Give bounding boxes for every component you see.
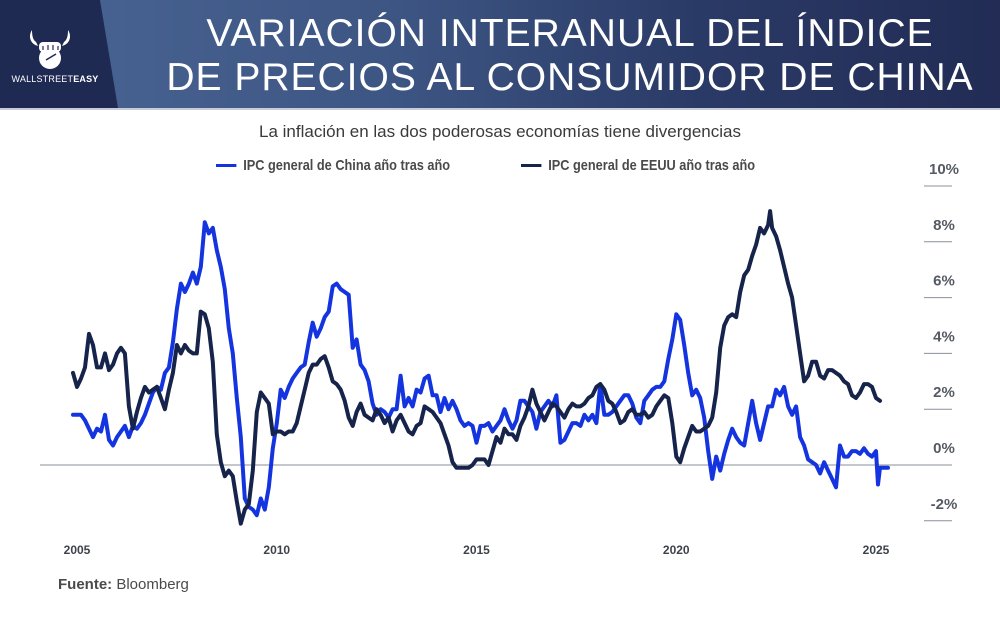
legend-item-china: IPC general de China año tras año xyxy=(216,157,450,174)
page-title: VARIACIÓN INTERANUAL DEL ÍNDICE DE PRECI… xyxy=(150,12,990,100)
x-tick-label: 2025 xyxy=(863,543,890,557)
source-label: Fuente: xyxy=(58,576,113,593)
y-tick-label: 2% xyxy=(933,384,955,401)
x-tick-label: 2015 xyxy=(463,543,490,557)
series-line-china xyxy=(71,220,890,518)
y-tick-label: 8% xyxy=(933,217,955,234)
logo-text-light: WALLSTREET xyxy=(11,74,74,84)
title-line-2: DE PRECIOS AL CONSUMIDOR DE CHINA xyxy=(166,56,974,99)
y-tick-label: 0% xyxy=(933,440,955,457)
legend-label-china: IPC general de China año tras año xyxy=(243,156,451,174)
logo-panel: WALLSTREETEASY xyxy=(0,0,118,108)
y-tick-label: 4% xyxy=(933,328,955,345)
x-tick-label: 2010 xyxy=(263,543,290,557)
legend-swatch-usa xyxy=(521,163,542,167)
logo-text-bold: EASY xyxy=(73,74,99,84)
source-note: Fuente: Bloomberg xyxy=(58,576,189,593)
series-line-usa xyxy=(71,209,882,526)
y-tick-label: 6% xyxy=(933,273,955,290)
chart-legend: IPC general de China año tras año IPC ge… xyxy=(216,155,797,175)
logo-text: WALLSTREETEASY xyxy=(10,74,100,84)
x-tick-label: 2005 xyxy=(64,543,91,557)
title-line-1: VARIACIÓN INTERANUAL DEL ÍNDICE xyxy=(206,12,934,55)
y-tick-label: -2% xyxy=(931,496,958,513)
bull-fist-icon xyxy=(30,30,70,69)
x-tick-label: 2020 xyxy=(663,543,690,557)
header-divider xyxy=(0,108,1000,110)
y-tick-label: 10% xyxy=(929,161,959,178)
chart-subtitle: La inflación en las dos poderosas econom… xyxy=(259,122,741,141)
header-banner xyxy=(0,0,1000,108)
legend-item-usa: IPC general de EEUU año tras año xyxy=(521,156,756,174)
legend-swatch-china xyxy=(216,163,237,167)
source-value: Bloomberg xyxy=(116,576,189,593)
legend-label-usa: IPC general de EEUU año tras año xyxy=(548,156,756,174)
